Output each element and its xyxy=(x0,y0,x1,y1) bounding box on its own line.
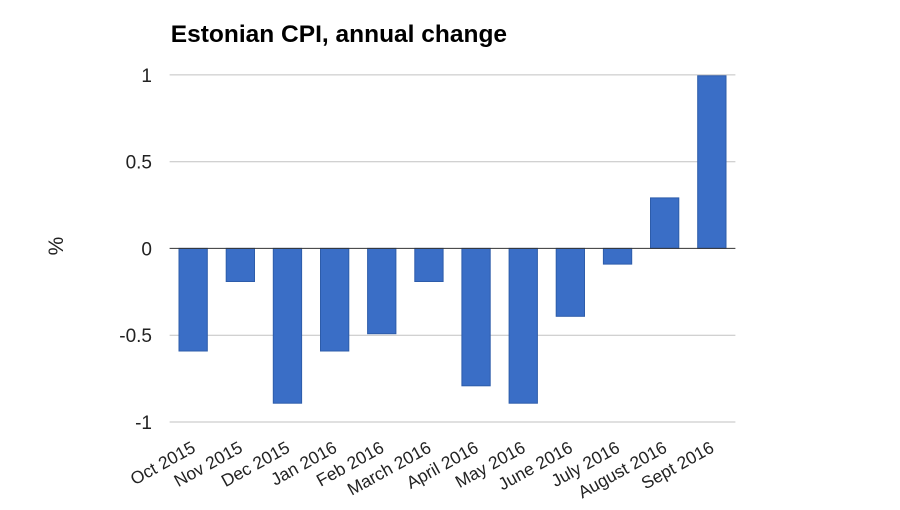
svg-text:1: 1 xyxy=(141,66,152,87)
svg-text:0.5: 0.5 xyxy=(126,153,152,174)
svg-text:-0.5: -0.5 xyxy=(119,326,152,347)
svg-text:%: % xyxy=(45,237,68,256)
svg-text:Estonian CPI, annual change: Estonian CPI, annual change xyxy=(171,21,507,48)
svg-text:0: 0 xyxy=(141,239,152,260)
svg-text:-1: -1 xyxy=(135,413,152,434)
